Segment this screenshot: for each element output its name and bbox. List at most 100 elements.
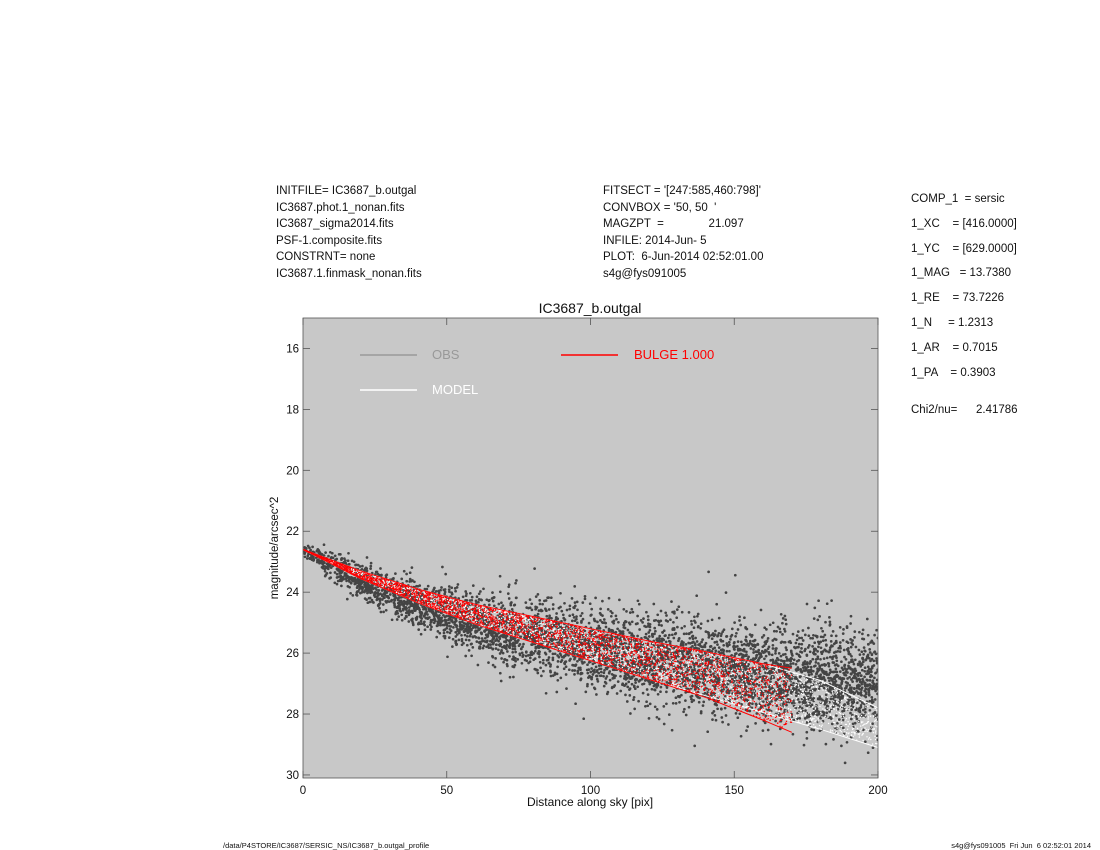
obs-point (791, 732, 795, 736)
obs-point (479, 590, 482, 593)
obs-point (590, 640, 593, 643)
obs-point (717, 650, 721, 654)
obs-point (506, 664, 509, 668)
obs-point (691, 634, 695, 638)
obs-point (425, 587, 429, 591)
obs-point (514, 659, 517, 663)
obs-point (687, 611, 691, 614)
obs-point (644, 632, 648, 636)
obs-point (874, 671, 878, 675)
obs-point (863, 740, 867, 744)
obs-point (411, 579, 414, 582)
obs-point (353, 582, 357, 586)
obs-point (593, 619, 597, 623)
obs-point (523, 658, 527, 662)
obs-point (735, 631, 738, 635)
obs-point (511, 665, 515, 668)
obs-point (725, 649, 729, 653)
obs-point (835, 659, 839, 663)
header-left-line: IC3687_sigma2014.fits (276, 218, 394, 230)
obs-point (590, 607, 594, 611)
obs-point (659, 685, 663, 689)
obs-point (376, 591, 379, 594)
obs-point (401, 608, 405, 612)
obs-point (859, 693, 863, 696)
obs-point (740, 703, 743, 706)
obs-point (540, 629, 543, 633)
obs-point (860, 663, 864, 666)
obs-point (687, 705, 691, 709)
obs-point (629, 677, 632, 681)
obs-point (588, 602, 592, 606)
obs-point (784, 646, 788, 649)
obs-point (821, 629, 825, 633)
obs-point (629, 712, 632, 715)
obs-point (636, 599, 640, 603)
obs-point (524, 651, 528, 654)
obs-point (714, 649, 718, 653)
obs-point (445, 621, 449, 625)
obs-point (665, 686, 669, 689)
obs-point (825, 672, 829, 676)
obs-point (668, 633, 671, 637)
obs-point (479, 642, 483, 646)
obs-point (369, 564, 373, 568)
obs-point (654, 684, 658, 687)
obs-point (651, 634, 654, 637)
obs-point (697, 625, 700, 628)
obs-point (693, 744, 697, 748)
obs-point (769, 742, 773, 746)
obs-point (760, 636, 764, 639)
obs-point (813, 641, 817, 645)
obs-point (655, 708, 659, 711)
obs-point (628, 622, 632, 626)
obs-point (508, 643, 512, 647)
obs-point (868, 667, 871, 671)
obs-point (868, 679, 872, 682)
obs-point (714, 676, 718, 679)
obs-point (864, 695, 868, 699)
obs-point (606, 608, 610, 611)
obs-point (682, 710, 685, 714)
obs-point (740, 643, 744, 647)
obs-point (428, 609, 431, 613)
obs-point (308, 556, 311, 560)
obs-point (609, 614, 613, 618)
obs-point (796, 630, 800, 633)
obs-point (721, 630, 725, 633)
obs-point (812, 728, 816, 732)
obs-point (662, 705, 666, 708)
obs-point (716, 643, 719, 646)
obs-point (710, 633, 714, 637)
obs-point (368, 584, 371, 588)
obs-point (732, 665, 735, 669)
obs-point (733, 621, 736, 624)
obs-point (779, 654, 783, 658)
obs-point (714, 718, 718, 722)
obs-point (825, 711, 829, 715)
obs-point (660, 624, 663, 627)
header-left-line: CONSTRNT= none (276, 251, 376, 263)
obs-point (704, 657, 708, 661)
obs-point (498, 671, 502, 675)
obs-point (781, 617, 785, 620)
obs-point (853, 630, 857, 633)
obs-point (441, 623, 445, 627)
obs-point (783, 630, 787, 633)
obs-point (849, 638, 852, 641)
obs-point (407, 606, 411, 609)
obs-point (811, 645, 814, 648)
obs-point (395, 618, 399, 621)
obs-point (863, 684, 867, 688)
obs-point (580, 672, 584, 675)
obs-point (354, 563, 357, 567)
obs-point (637, 602, 641, 606)
obs-point (852, 662, 856, 666)
obs-point (867, 687, 871, 691)
obs-point (501, 651, 505, 655)
obs-point (485, 598, 489, 602)
obs-point (370, 571, 374, 575)
obs-point (827, 676, 830, 680)
obs-point (655, 715, 659, 719)
obs-point (505, 643, 509, 647)
